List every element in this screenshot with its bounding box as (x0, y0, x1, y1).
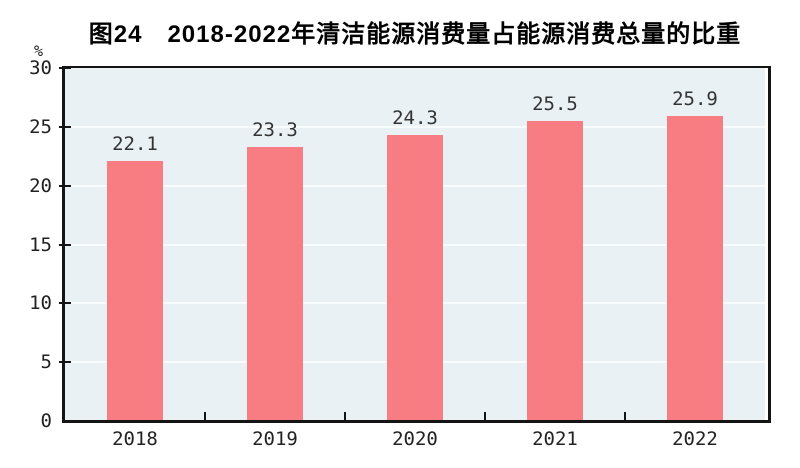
gridline (65, 125, 765, 128)
y-tick-label: 10 (29, 292, 52, 315)
bar-value-label: 25.9 (672, 88, 718, 111)
y-tick-label: 0 (40, 410, 52, 432)
x-tick-mark (484, 412, 486, 421)
x-tick-label-2019: 2019 (252, 428, 298, 450)
x-tick-mark (624, 412, 626, 421)
x-tick-label-2021: 2021 (532, 428, 578, 450)
y-tick-label: 15 (29, 233, 52, 256)
bar-2020 (387, 135, 443, 421)
bar-2019 (247, 146, 303, 421)
y-tick-mark (59, 243, 71, 246)
y-tick-mark (59, 125, 71, 128)
y-tick-mark (59, 67, 71, 69)
x-tick-label-2020: 2020 (392, 428, 438, 450)
bar-2021 (527, 120, 583, 421)
bar-value-label: 23.3 (252, 118, 298, 141)
x-tick-mark (344, 412, 346, 421)
x-tick-label-2018: 2018 (112, 428, 158, 450)
x-tick-label-2022: 2022 (672, 428, 718, 450)
y-tick-label: 30 (29, 57, 52, 79)
plot-area: 22.1 23.3 24.3 25.5 25.9 (62, 66, 771, 423)
x-tick-mark (204, 412, 206, 421)
y-tick-label: 25 (29, 115, 52, 138)
y-tick-mark (59, 361, 71, 364)
y-tick-mark (59, 302, 71, 305)
y-tick-label: 5 (40, 351, 52, 374)
y-axis-unit-label: % (34, 42, 44, 60)
bar-2018 (107, 160, 163, 421)
y-tick-mark (59, 184, 71, 187)
y-tick-label: 20 (29, 174, 52, 197)
chart-title: 图24 2018-2022年清洁能源消费量占能源消费总量的比重 (88, 21, 742, 48)
bar-value-label: 25.5 (532, 92, 578, 115)
bar-2022 (667, 116, 723, 421)
bar-value-label: 24.3 (392, 107, 438, 130)
bar-value-label: 22.1 (112, 132, 158, 155)
